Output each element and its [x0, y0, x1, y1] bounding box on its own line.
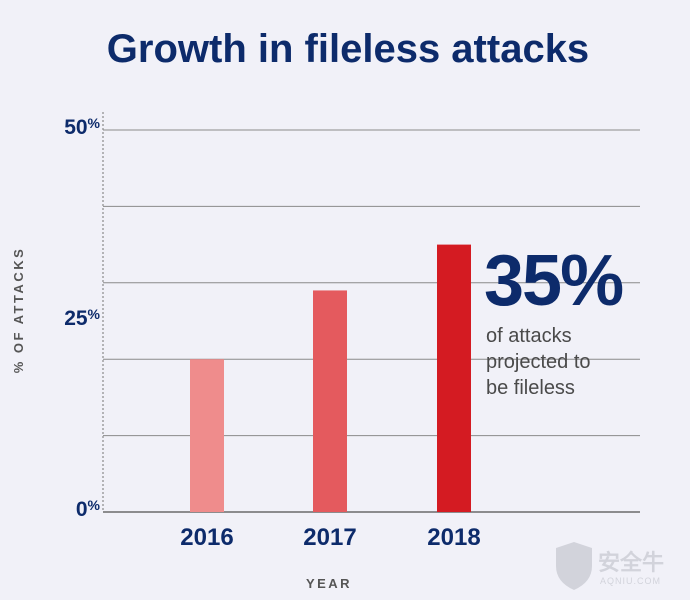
annotation: 35% of attacks projected to be fileless [484, 241, 625, 399]
annotation-line-3: be fileless [486, 377, 575, 399]
y-tick-25: 25% [64, 306, 100, 330]
annotation-line-1: of attacks [486, 325, 572, 347]
watermark: 安全牛 AQNIU.COM [556, 542, 664, 590]
watermark-en: AQNIU.COM [600, 576, 661, 586]
annotation-value: 35% [484, 241, 623, 321]
x-tick-2018: 2018 [427, 524, 480, 551]
x-tick-labels: 2016 2017 2018 [180, 524, 480, 551]
shield-logo-icon [556, 542, 592, 590]
bars [190, 244, 471, 512]
watermark-cn: 安全牛 [598, 550, 664, 575]
bar-2016 [190, 359, 224, 512]
y-tick-labels: 0% 25% 50% [64, 115, 100, 521]
y-tick-50: 50% [64, 115, 100, 139]
bar-2017 [313, 290, 347, 512]
chart-title: Growth in fileless attacks [107, 27, 589, 71]
x-tick-2017: 2017 [303, 524, 356, 551]
y-axis-label: % OF ATTACKS [11, 247, 26, 374]
y-tick-0: 0% [76, 497, 101, 521]
annotation-line-2: projected to [486, 351, 591, 373]
bar-2018 [437, 244, 471, 512]
x-tick-2016: 2016 [180, 524, 233, 551]
x-axis-label: YEAR [306, 576, 352, 591]
